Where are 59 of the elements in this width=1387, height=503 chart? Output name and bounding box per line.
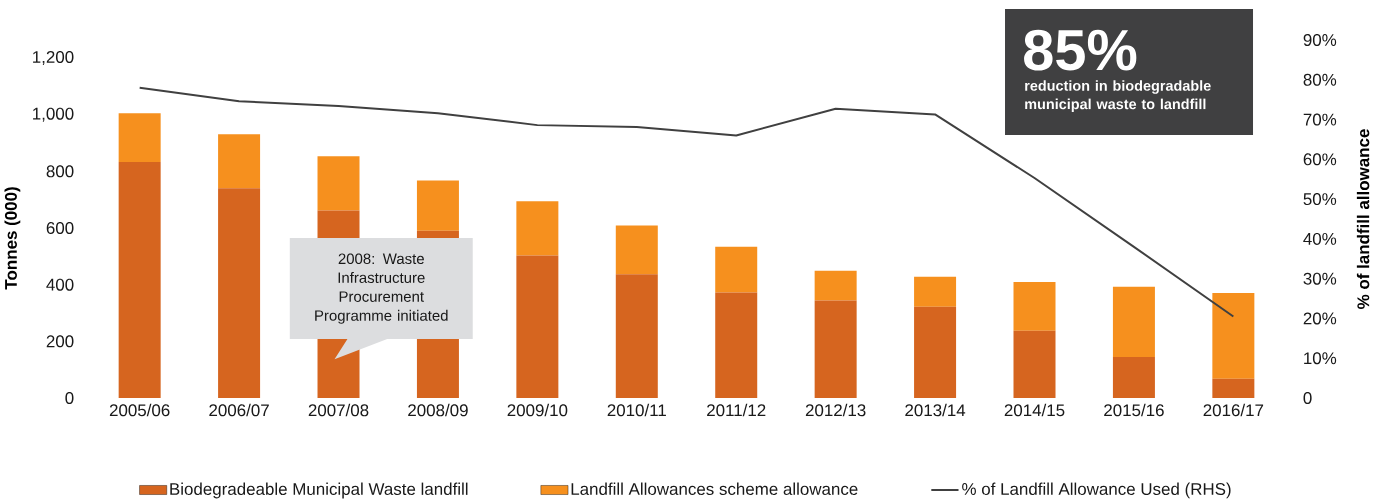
bar (218, 134, 261, 189)
bar (516, 201, 559, 256)
y2-tick-label: 70% (1303, 113, 1337, 126)
bar (914, 306, 957, 398)
annotation: 2008: Waste Infrastructure Procurement Programme initiated (315, 253, 448, 324)
x-tick-label: 2007/08 (308, 403, 369, 417)
x-tick-label: 2008/09 (408, 403, 468, 417)
x-tick-label: 2006/07 (209, 403, 269, 417)
bar (1112, 356, 1155, 398)
bar (118, 113, 161, 162)
bar (218, 188, 261, 398)
bar (1013, 282, 1056, 331)
y-tick-label: 1,200 (33, 51, 74, 65)
bar (814, 300, 857, 398)
y2-tick-label: 60% (1303, 153, 1337, 166)
bar (317, 156, 360, 211)
bar (1112, 286, 1155, 357)
x-tick-label: 2012/13 (805, 403, 866, 417)
x-tick-label: 2015/16 (1104, 403, 1164, 417)
y2-tick-label: 0 (1303, 392, 1312, 404)
legend-label: Biodegradeable Municipal Waste landfill (170, 482, 468, 499)
y-tick-label: 0 (65, 392, 74, 404)
bar (914, 276, 957, 307)
x-tick-label: 2010/11 (607, 403, 666, 417)
y2-tick-label: 10% (1304, 352, 1337, 365)
bar (814, 270, 857, 301)
y2-tick-label: 40% (1303, 232, 1337, 245)
legend-label: % of Landfill Allowance Used (RHS) (962, 482, 1231, 499)
x-tick-label: 2013/14 (905, 403, 966, 417)
bar (715, 292, 758, 398)
y-tick-label: 1,000 (33, 107, 74, 122)
y-tick-label: 200 (46, 335, 74, 348)
y2-tick-label: 80% (1303, 73, 1337, 86)
annotation: reduction in biodegradable municipal waste to landfill (1025, 80, 1211, 113)
y-axis-title: Tonnes (000) (4, 187, 21, 290)
y2-tick-label: 20% (1303, 312, 1337, 325)
bar (416, 180, 459, 231)
bar (615, 225, 658, 275)
bar (516, 255, 559, 398)
annotation: 85% (1024, 29, 1137, 71)
bar (118, 161, 161, 398)
bar (1212, 292, 1255, 379)
y2-axis-title: % of landfill allowance (1356, 129, 1370, 309)
x-tick-label: 2009/10 (507, 403, 568, 417)
y2-tick-label: 50% (1303, 193, 1337, 206)
y-tick-label: 400 (46, 278, 74, 291)
y-tick-label: 600 (46, 222, 74, 234)
legend-label: Landfill Allowances scheme allowance (571, 482, 858, 496)
bar (715, 246, 758, 293)
x-tick-label: 2011/12 (707, 403, 766, 417)
x-tick-label: 2014/15 (1004, 403, 1065, 417)
bar (1013, 330, 1056, 398)
bar (615, 274, 658, 398)
y2-tick-label: 30% (1303, 272, 1337, 285)
bar (1212, 378, 1255, 398)
y-tick-label: 800 (46, 165, 74, 178)
x-tick-label: 2016/17 (1203, 403, 1264, 417)
y2-tick-label: 90% (1303, 34, 1337, 46)
x-tick-label: 2005/06 (109, 403, 170, 417)
